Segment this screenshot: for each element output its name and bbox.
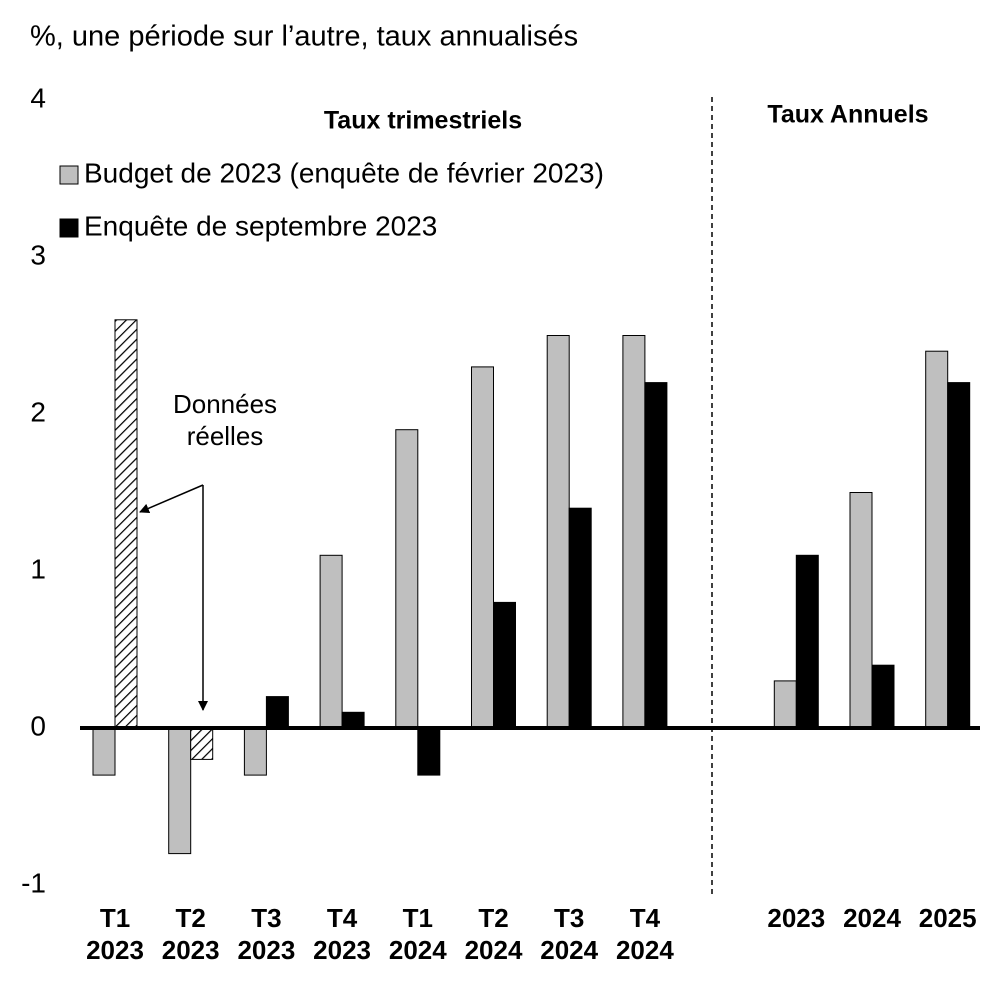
- bar: [871, 664, 895, 729]
- bar: [471, 366, 494, 729]
- bar: [341, 711, 365, 729]
- bar: [417, 727, 441, 776]
- y-tick-label: -1: [21, 867, 46, 898]
- legend-swatch: [59, 218, 79, 238]
- bar: [795, 554, 819, 729]
- section-label: Taux trimestriels: [324, 107, 522, 135]
- bar: [92, 727, 116, 776]
- legend-swatch: [59, 165, 79, 185]
- x-tick-label: T3 2024: [540, 903, 599, 965]
- x-tick-label: T2 2023: [161, 903, 220, 965]
- bar: [319, 554, 343, 729]
- y-tick-label: 0: [30, 710, 46, 741]
- bar: [925, 350, 949, 729]
- bar: [265, 696, 289, 729]
- x-tick-label: T3 2023: [237, 903, 296, 965]
- bar: [493, 601, 516, 729]
- x-tick-label: 2024: [843, 903, 901, 933]
- arrow: [139, 484, 204, 514]
- y-tick-label: 3: [30, 239, 46, 270]
- y-tick-label: 2: [30, 396, 46, 427]
- section-label: Taux Annuels: [767, 101, 928, 129]
- bar: [568, 507, 592, 729]
- legend-label: Budget de 2023 (enquête de février 2023): [84, 157, 604, 188]
- bar: [546, 335, 570, 729]
- x-tick-label: 2025: [918, 903, 977, 933]
- x-tick-label: 2023: [767, 903, 826, 933]
- bar: [849, 492, 873, 729]
- bar: [190, 727, 214, 760]
- x-tick-label: T2 2024: [464, 903, 523, 965]
- bar: [773, 680, 797, 729]
- x-tick-label: T1 2024: [388, 903, 447, 965]
- y-tick-label: 4: [30, 82, 46, 113]
- y-tick-label: 1: [30, 553, 46, 584]
- x-tick-label: T4 2024: [615, 903, 674, 965]
- x-tick-label: T1 2023: [86, 903, 144, 965]
- bar: [243, 727, 267, 776]
- bar: [644, 382, 668, 729]
- bar: [947, 382, 971, 729]
- bar: [622, 335, 646, 729]
- bar: [168, 727, 192, 855]
- x-tick-label: T4 2023: [313, 903, 372, 965]
- annotation: Données réelles: [172, 389, 278, 451]
- bar: [395, 429, 419, 729]
- legend-label: Enquête de septembre 2023: [84, 210, 437, 241]
- chart-title: %, une période sur l’autre, taux annuali…: [30, 21, 578, 53]
- bar: [114, 319, 138, 729]
